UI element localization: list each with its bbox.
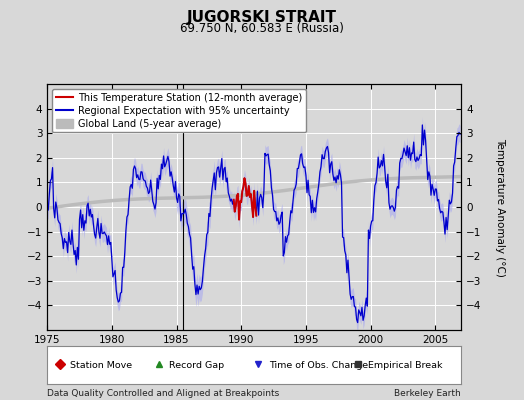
- Legend: This Temperature Station (12-month average), Regional Expectation with 95% uncer: This Temperature Station (12-month avera…: [52, 89, 307, 132]
- Text: Data Quality Controlled and Aligned at Breakpoints: Data Quality Controlled and Aligned at B…: [47, 389, 279, 398]
- Text: JUGORSKI STRAIT: JUGORSKI STRAIT: [187, 10, 337, 25]
- Text: Berkeley Earth: Berkeley Earth: [395, 389, 461, 398]
- Text: Empirical Break: Empirical Break: [368, 360, 442, 370]
- Y-axis label: Temperature Anomaly (°C): Temperature Anomaly (°C): [495, 138, 505, 276]
- Text: Time of Obs. Change: Time of Obs. Change: [269, 360, 368, 370]
- Text: 69.750 N, 60.583 E (Russia): 69.750 N, 60.583 E (Russia): [180, 22, 344, 35]
- Text: Station Move: Station Move: [70, 360, 132, 370]
- Text: Record Gap: Record Gap: [169, 360, 224, 370]
